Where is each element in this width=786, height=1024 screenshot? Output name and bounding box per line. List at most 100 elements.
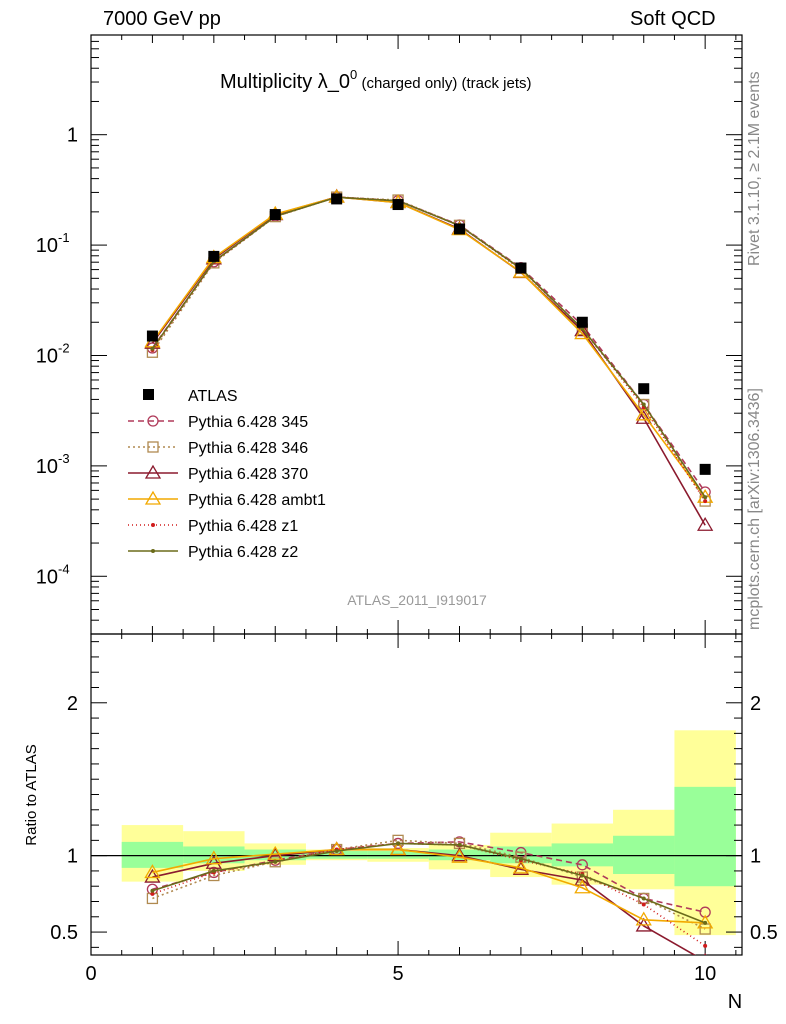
ratio-line <box>152 842 706 924</box>
data-point <box>576 316 588 328</box>
ratio-point <box>703 920 708 925</box>
legend-label: Pythia 6.428 ambt1 <box>188 492 326 509</box>
legend-marker <box>147 415 159 427</box>
series-point <box>150 346 155 351</box>
ratio-point <box>205 854 222 869</box>
y-tick-label-right: 2 <box>750 693 761 715</box>
series-pythia-6-428-346 <box>146 191 711 507</box>
ratio-point <box>273 859 278 864</box>
ratio-point <box>389 841 407 856</box>
ratio-point <box>518 856 523 861</box>
series-point <box>635 409 652 424</box>
series-point <box>638 398 650 411</box>
band-inner <box>613 835 675 874</box>
ratio-point <box>576 859 588 871</box>
y-tick-label: 1 <box>67 125 78 147</box>
ratio-point <box>574 879 591 894</box>
x-tick-label: 5 <box>393 963 404 985</box>
data-point <box>515 262 527 274</box>
ratio-line <box>152 848 706 924</box>
process-label: Soft QCD <box>630 8 716 30</box>
x-axis-label: N <box>728 991 742 1013</box>
y-tick-label-right: 0.5 <box>750 922 778 944</box>
ratio-series-pythia-6-428-ambt1 <box>144 841 714 929</box>
data-point <box>208 250 220 262</box>
data-point <box>699 463 711 475</box>
legend-marker <box>147 441 159 453</box>
ratio-point <box>396 841 401 846</box>
y-tick-label: 10 <box>36 235 58 257</box>
legend-label: Pythia 6.428 370 <box>188 466 308 483</box>
legend-label: Pythia 6.428 346 <box>188 440 308 457</box>
title-small: (charged only) (track jets) <box>357 75 531 92</box>
x-tick-label: 0 <box>85 963 96 985</box>
data-point <box>331 193 343 205</box>
band-inner <box>183 846 245 864</box>
energy-label: 7000 GeV pp <box>103 8 221 30</box>
ratio-point <box>267 845 284 860</box>
ratio-point <box>635 911 652 926</box>
y-axis-label: Ratio to ATLAS <box>23 744 40 845</box>
ratio-point <box>211 868 216 873</box>
ratio-point <box>144 868 161 883</box>
y-tick-exponent: -3 <box>58 451 70 466</box>
series-line <box>151 196 706 498</box>
ratio-point <box>150 888 155 893</box>
ratio-point <box>334 849 339 854</box>
band-inner <box>490 846 552 864</box>
ratio-point <box>205 850 222 865</box>
ratio-series-pythia-6-428-z2 <box>150 841 708 925</box>
ratio-point <box>144 864 161 879</box>
y-tick-label: 10 <box>36 456 58 478</box>
legend-label: Pythia 6.428 345 <box>188 414 308 431</box>
legend: ATLAS Pythia 6.428 345 Pythia 6.428 346 Pyt… <box>128 388 326 561</box>
y-tick-label: 0.5 <box>50 922 78 944</box>
ratio-plot-frame <box>90 633 743 956</box>
y-tick-label: 10 <box>36 345 58 367</box>
data-point <box>453 223 465 235</box>
series-point <box>703 499 708 504</box>
data-point <box>392 199 404 211</box>
legend-marker-atlas <box>143 389 154 400</box>
series-line <box>151 196 706 498</box>
ratio-point <box>703 943 708 948</box>
legend-marker <box>151 523 155 527</box>
series-point <box>635 406 652 421</box>
title-main: Multiplicity λ_0 <box>220 71 350 93</box>
y-tick-exponent: -4 <box>58 561 70 576</box>
band-inner <box>551 843 614 867</box>
ratio-point <box>641 902 646 907</box>
ratio-point <box>457 842 462 847</box>
legend-label: Pythia 6.428 z1 <box>188 518 298 535</box>
ratio-point <box>150 891 155 896</box>
data-point <box>269 209 281 221</box>
ratio-point <box>512 859 530 874</box>
legend-label: Pythia 6.428 z2 <box>188 544 298 561</box>
legend-label: ATLAS <box>188 388 238 405</box>
y-tick-label: 1 <box>67 846 78 868</box>
series-point <box>697 516 714 531</box>
ratio-point <box>574 871 591 886</box>
band-inner <box>121 841 184 868</box>
series-atlas-data <box>146 193 711 475</box>
ratio-point <box>580 873 585 878</box>
band-inner <box>674 786 736 887</box>
ratio-y-ticks <box>91 641 742 948</box>
data-point <box>638 383 650 395</box>
legend-marker <box>151 549 155 553</box>
y-tick-label-right: 1 <box>750 846 761 868</box>
legend-marker <box>144 490 162 505</box>
y-tick-exponent: -1 <box>58 230 70 245</box>
x-ticks <box>90 35 737 955</box>
title-sup: 0 <box>350 67 357 82</box>
y-tick-label: 2 <box>67 693 78 715</box>
ratio-point <box>328 841 345 856</box>
ratio-point <box>451 847 468 862</box>
y-tick-label: 10 <box>36 566 58 588</box>
main-y-ticks <box>91 35 742 634</box>
legend-marker <box>144 464 162 479</box>
x-tick-label: 10 <box>694 963 716 985</box>
series-point <box>703 495 708 500</box>
analysis-watermark: ATLAS_2011_I919017 <box>347 592 487 608</box>
